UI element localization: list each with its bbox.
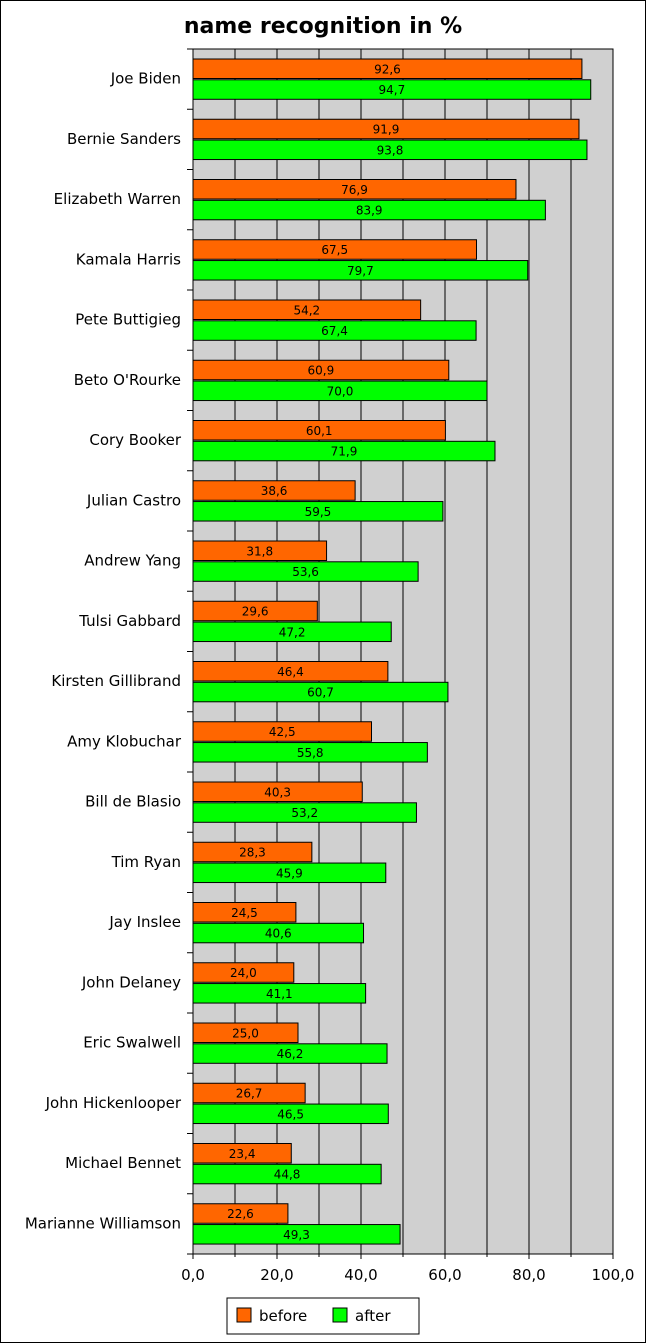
- legend-swatch-after: [332, 1307, 348, 1323]
- x-tick-label: 0,0: [181, 1266, 205, 1284]
- category-label: Jay Inslee: [108, 913, 181, 931]
- plot-area: 92,6 94,7 Joe Biden 91,9 93,8 Bernie Sanders 7…: [25, 48, 635, 1284]
- x-tick-label: 40,0: [344, 1266, 377, 1284]
- data-label-after: 70,0: [327, 384, 354, 398]
- legend-swatch-before: [236, 1307, 252, 1323]
- data-label-after: 60,7: [307, 686, 334, 700]
- data-label-after: 45,9: [276, 866, 303, 880]
- data-label-after: 93,8: [377, 143, 404, 157]
- data-label-after: 40,6: [265, 927, 292, 941]
- data-label-after: 49,3: [283, 1228, 310, 1242]
- data-label-after: 67,4: [321, 324, 348, 338]
- legend-label-after: after: [355, 1307, 391, 1325]
- x-tick-label: 100,0: [592, 1266, 635, 1284]
- category-label: Pete Buttigieg: [75, 311, 181, 329]
- category-label: Bernie Sanders: [67, 130, 181, 148]
- chart-title: name recognition in %: [184, 14, 462, 39]
- category-label: Bill de Blasio: [85, 793, 181, 811]
- data-label-before: 40,3: [264, 785, 291, 799]
- category-label: Andrew Yang: [84, 552, 181, 570]
- category-label: Beto O'Rourke: [74, 371, 181, 389]
- data-label-after: 41,1: [266, 987, 293, 1001]
- legend-box: [226, 1297, 420, 1335]
- data-label-before: 91,9: [373, 123, 400, 137]
- data-label-after: 46,2: [277, 1047, 304, 1061]
- data-label-before: 22,6: [227, 1207, 254, 1221]
- x-tick-label: 80,0: [512, 1266, 545, 1284]
- x-tick-label: 60,0: [428, 1266, 461, 1284]
- data-label-after: 47,2: [279, 625, 306, 639]
- data-label-before: 38,6: [261, 484, 288, 498]
- data-label-before: 60,1: [306, 424, 333, 438]
- category-label: Kamala Harris: [76, 250, 181, 268]
- data-label-after: 53,6: [292, 565, 319, 579]
- data-label-after: 59,5: [305, 505, 332, 519]
- category-label: John Delaney: [81, 973, 181, 991]
- data-label-before: 67,5: [321, 243, 348, 257]
- category-label: Elizabeth Warren: [54, 190, 181, 208]
- data-label-after: 53,2: [291, 806, 318, 820]
- data-label-before: 28,3: [239, 846, 266, 860]
- data-label-before: 23,4: [229, 1147, 256, 1161]
- category-label: Kirsten Gillibrand: [51, 672, 181, 690]
- data-label-before: 92,6: [374, 62, 401, 76]
- data-label-before: 24,0: [230, 966, 257, 980]
- data-label-before: 29,6: [242, 605, 269, 619]
- data-label-before: 46,4: [277, 665, 304, 679]
- x-tick-label: 20,0: [260, 1266, 293, 1284]
- category-label: Tulsi Gabbard: [78, 612, 181, 630]
- data-label-before: 76,9: [341, 183, 368, 197]
- data-label-after: 83,9: [356, 204, 383, 218]
- data-label-before: 26,7: [236, 1087, 263, 1101]
- legend-label-before: before: [259, 1307, 307, 1325]
- category-label: Michael Bennet: [65, 1154, 181, 1172]
- data-label-after: 79,7: [347, 264, 374, 278]
- category-label: Julian Castro: [86, 491, 181, 509]
- category-label: Cory Booker: [89, 431, 181, 449]
- category-label: Eric Swalwell: [83, 1034, 181, 1052]
- data-label-after: 71,9: [331, 445, 358, 459]
- data-label-before: 25,0: [232, 1026, 259, 1040]
- data-label-after: 94,7: [379, 83, 406, 97]
- data-label-after: 55,8: [297, 746, 324, 760]
- category-label: John Hickenlooper: [45, 1094, 182, 1112]
- category-label: Marianne Williamson: [25, 1214, 181, 1232]
- data-label-after: 44,8: [274, 1168, 301, 1182]
- legend: before after: [226, 1297, 420, 1335]
- data-label-before: 42,5: [269, 725, 296, 739]
- data-label-before: 54,2: [293, 303, 320, 317]
- category-label: Joe Biden: [110, 70, 181, 88]
- category-label: Amy Klobuchar: [67, 732, 182, 750]
- data-label-before: 60,9: [308, 364, 335, 378]
- category-label: Tim Ryan: [111, 853, 181, 871]
- data-label-before: 31,8: [246, 544, 273, 558]
- data-label-before: 24,5: [231, 906, 258, 920]
- data-label-after: 46,5: [277, 1107, 304, 1121]
